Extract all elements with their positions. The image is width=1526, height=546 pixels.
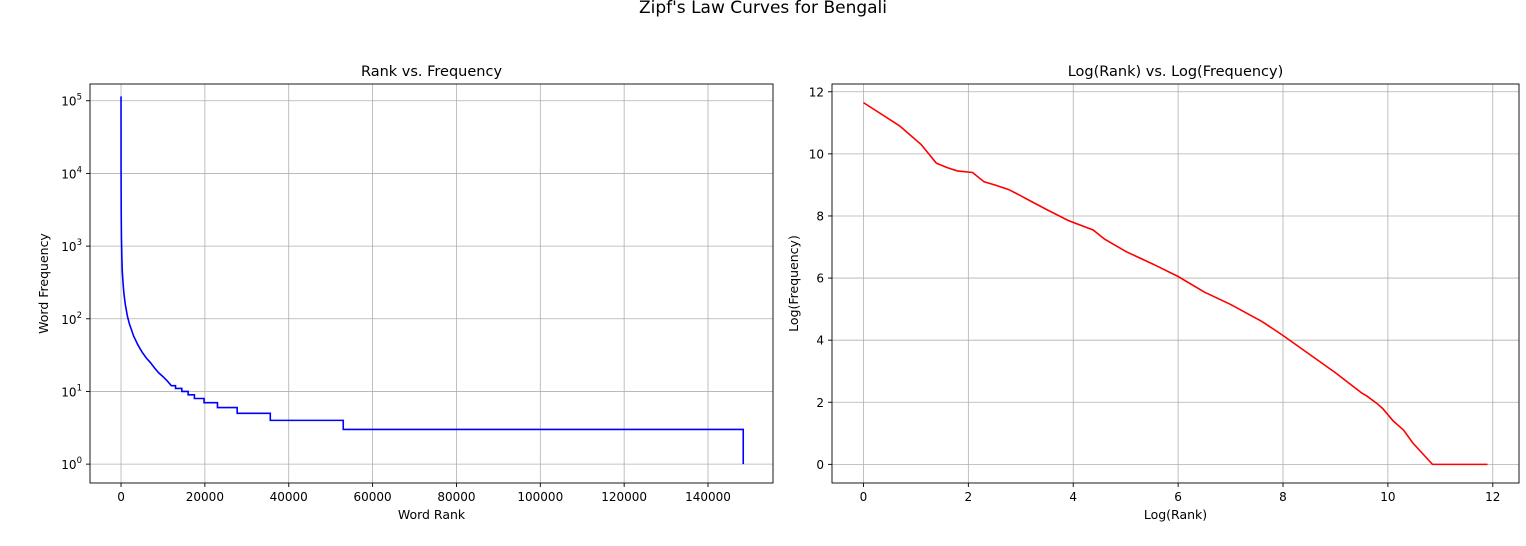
rank-freq-frame — [89, 83, 774, 484]
log-log-xlabel: Log(Rank) — [1144, 507, 1207, 522]
log-log-y-tick-label: 4 — [816, 334, 824, 348]
rank-freq-ylabel: Word Frequency — [36, 233, 51, 334]
log-log-x-tick-label: 0 — [860, 490, 868, 504]
rank-freq-x-tick-label: 60000 — [353, 490, 391, 504]
rank-freq-y-tick-label: 102 — [61, 311, 82, 327]
rank-freq-y-tick-label: 105 — [61, 93, 82, 109]
figure-suptitle: Zipf's Law Curves for Bengali — [638, 0, 888, 18]
log-log-frame — [831, 83, 1520, 484]
log-log-y-tick-label: 10 — [809, 147, 824, 161]
rank-freq-title: Rank vs. Frequency — [361, 64, 503, 80]
rank-freq-x-tick-label: 20000 — [186, 490, 224, 504]
rank-freq-y-tick-label: 101 — [61, 383, 82, 399]
log-log-y-tick-label: 2 — [816, 396, 824, 410]
log-log-y-tick-label: 8 — [816, 209, 824, 223]
log-log-y-tick-label: 6 — [816, 272, 824, 286]
rank-freq-x-tick-label: 0 — [117, 490, 125, 504]
rank-freq-axes: 0 20000 40000 60000 80000 100000 120000 140000 1… — [36, 64, 774, 522]
log-log-x-tick-label: 6 — [1174, 490, 1182, 504]
log-log-x-tick-label: 2 — [965, 490, 973, 504]
rank-freq-y-tick-label: 103 — [61, 238, 82, 254]
rank-freq-y-tick-label: 100 — [61, 456, 82, 472]
rank-freq-x-tick-label: 100000 — [517, 490, 563, 504]
log-log-x-tick-label: 8 — [1279, 490, 1287, 504]
rank-freq-x-tick-label: 140000 — [685, 490, 731, 504]
log-log-ylabel: Log(Frequency) — [786, 235, 801, 332]
log-log-x-tick-label: 4 — [1069, 490, 1077, 504]
rank-freq-data-line — [120, 96, 745, 465]
rank-freq-x-tick-label: 120000 — [601, 490, 647, 504]
log-log-x-tick-label: 10 — [1380, 490, 1395, 504]
log-log-y-tick-label: 0 — [816, 458, 824, 472]
rank-freq-y-tick-label: 104 — [61, 165, 82, 181]
log-log-title: Log(Rank) vs. Log(Frequency) — [1068, 64, 1284, 80]
rank-freq-x-tick-label: 80000 — [437, 490, 475, 504]
rank-freq-x-tick-label: 40000 — [270, 490, 308, 504]
log-log-y-tick-label: 12 — [809, 85, 824, 99]
log-log-x-tick-label: 12 — [1485, 490, 1500, 504]
log-log-data-line — [863, 101, 1488, 466]
rank-freq-xlabel: Word Rank — [398, 507, 466, 522]
log-log-axes: 0 2 4 6 8 10 12 0 2 4 6 8 10 12 Log(Rank) vs. Log(Freq… — [786, 64, 1520, 522]
